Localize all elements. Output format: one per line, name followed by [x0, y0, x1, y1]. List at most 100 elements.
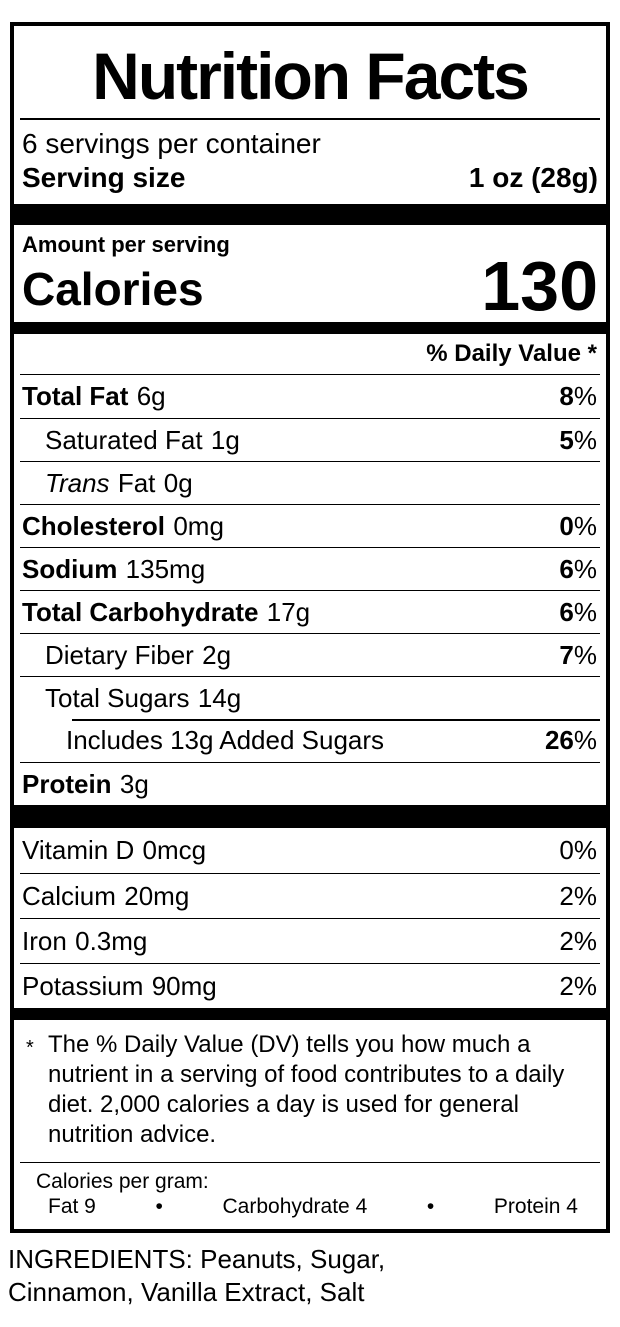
nutrient-name: Dietary Fiber	[45, 639, 194, 670]
calories-per-gram-fat: Fat 9	[48, 1195, 96, 1218]
ingredients-text: INGREDIENTS: Peanuts, Sugar, Cinnamon, V…	[8, 1244, 386, 1307]
nutrient-amount: 17g	[266, 596, 311, 627]
daily-value-number: 6	[559, 553, 574, 584]
daily-value-cell: 2%	[559, 881, 597, 912]
daily-value-cell: 0%	[559, 835, 597, 866]
daily-value-cell: 5%	[559, 425, 597, 456]
nutrient-amount: 2g	[202, 639, 232, 670]
nutrient-row-total-fat: Total Fat 6g 8%	[20, 375, 600, 418]
calories-per-gram-heading: Calories per gram:	[36, 1170, 209, 1193]
nutrient-name: Protein	[22, 768, 112, 799]
nutrient-name: Cholesterol	[22, 510, 166, 541]
daily-value-number: 7	[559, 639, 574, 670]
daily-value-cell: 0%	[559, 511, 597, 542]
bullet-separator: •	[155, 1195, 163, 1218]
nutrient-name: Sodium	[22, 553, 118, 584]
nutrient-amount: 0g	[163, 467, 193, 498]
daily-value-header: % Daily Value *	[20, 334, 600, 375]
nutrient-name: Total Fat	[22, 381, 129, 411]
daily-value-number: 2	[559, 970, 574, 1001]
nutrient-name: Calcium	[22, 880, 116, 911]
nutrient-name-cell: Saturated Fat 1g	[45, 425, 240, 456]
calories-per-gram-row: Fat 9 • Carbohydrate 4 • Protein 4	[20, 1194, 600, 1220]
nutrient-name-cell: Iron 0.3mg	[22, 926, 147, 957]
daily-value-cell: 26%	[545, 725, 597, 756]
nutrient-name: Fat	[117, 467, 156, 498]
nutrient-row-added-sugars: Includes 13g Added Sugars 26%	[20, 719, 600, 762]
nutrient-name-cell: Protein 3g	[22, 769, 149, 800]
nutrient-name-cell: Vitamin D 0mcg	[22, 835, 206, 866]
nutrient-amount: 90mg	[151, 970, 217, 1001]
title-divider	[20, 118, 600, 120]
percent-sign: %	[573, 639, 597, 670]
medium-divider-bar	[14, 322, 606, 334]
nutrient-name-cell: Total Fat 6g	[22, 381, 166, 412]
nutrient-row-saturated-fat: Saturated Fat 1g 5%	[20, 418, 600, 461]
nutrient-name-cell: Total Carbohydrate 17g	[22, 597, 310, 628]
daily-value-number: 2	[559, 925, 574, 956]
daily-value-number: 2	[559, 880, 574, 911]
nutrient-name-cell: Includes 13g Added Sugars	[66, 725, 384, 756]
daily-value-number: 0	[559, 835, 574, 865]
label-title: Nutrition Facts	[92, 39, 530, 113]
nutrient-name-cell: Dietary Fiber 2g	[45, 640, 231, 671]
thick-divider-bar	[14, 805, 606, 828]
nutrient-name-cell: Trans Fat 0g	[45, 468, 193, 499]
percent-sign: %	[573, 510, 597, 541]
nutrient-amount: 20mg	[124, 880, 190, 911]
amount-per-serving-label: Amount per serving	[22, 232, 230, 257]
percent-sign: %	[573, 725, 597, 755]
daily-value-cell: 7%	[559, 640, 597, 671]
footnote-asterisk: *	[26, 1037, 34, 1059]
nutrient-name: Includes 13g Added Sugars	[66, 725, 385, 755]
nutrient-name: Vitamin D	[22, 835, 135, 865]
nutrient-name-italic: Trans	[45, 467, 110, 498]
calories-per-gram-carbohydrate: Carbohydrate 4	[222, 1195, 368, 1218]
calories-per-gram-protein: Protein 4	[493, 1195, 578, 1218]
daily-value-number: 0	[559, 510, 574, 541]
nutrient-row-total-carbohydrate: Total Carbohydrate 17g 6%	[20, 590, 600, 633]
nutrient-row-cholesterol: Cholesterol 0mg 0%	[20, 504, 600, 547]
nutrient-amount: 3g	[119, 768, 149, 799]
serving-size-row: Serving size 1 oz (28g)	[20, 160, 600, 195]
nutrient-name: Saturated Fat	[45, 424, 203, 455]
nutrient-amount: 6g	[136, 381, 166, 411]
percent-sign: %	[573, 424, 597, 455]
servings-per-container: 6 servings per container	[22, 128, 321, 159]
daily-value-cell: 8%	[559, 381, 597, 412]
nutrient-amount: 0.3mg	[75, 925, 148, 956]
nutrient-name: Iron	[22, 925, 67, 956]
nutrient-name: Total Sugars	[45, 682, 190, 713]
serving-size-label: Serving size	[22, 162, 186, 193]
nutrient-amount: 14g	[197, 682, 242, 713]
nutrient-amount: 1g	[210, 424, 240, 455]
percent-sign: %	[573, 970, 597, 1001]
thick-divider-bar	[14, 204, 606, 225]
nutrient-amount: 135mg	[125, 553, 206, 584]
nutrient-name-cell: Potassium 90mg	[22, 971, 217, 1002]
medium-divider-bar	[14, 1008, 606, 1020]
daily-value-number: 5	[559, 424, 574, 455]
percent-sign: %	[573, 381, 597, 411]
nutrient-row-dietary-fiber: Dietary Fiber 2g 7%	[20, 633, 600, 676]
calories-per-gram-section: Calories per gram: Fat 9 • Carbohydrate …	[20, 1162, 600, 1229]
nutrient-name-cell: Cholesterol 0mg	[22, 511, 224, 542]
daily-value-number: 8	[559, 381, 574, 411]
daily-value-footnote: * The % Daily Value (DV) tells you how m…	[20, 1020, 600, 1162]
nutrient-row-total-sugars: Total Sugars 14g	[20, 676, 600, 719]
nutrient-row-trans-fat: Trans Fat 0g	[20, 461, 600, 504]
nutrient-name-cell: Sodium 135mg	[22, 554, 205, 585]
daily-value-cell: 6%	[559, 597, 597, 628]
percent-sign: %	[573, 835, 597, 865]
percent-sign: %	[573, 596, 597, 627]
nutrient-amount: 0mcg	[142, 835, 207, 865]
percent-sign: %	[573, 553, 597, 584]
micronutrient-row-calcium: Calcium 20mg 2%	[20, 873, 600, 918]
micronutrient-row-iron: Iron 0.3mg 2%	[20, 918, 600, 963]
nutrient-row-protein: Protein 3g	[20, 762, 600, 805]
calories-row: Calories 130	[20, 251, 600, 321]
serving-size-value: 1 oz (28g)	[468, 162, 598, 193]
nutrient-row-sodium: Sodium 135mg 6%	[20, 547, 600, 590]
bullet-separator: •	[426, 1195, 435, 1218]
nutrient-name-cell: Total Sugars 14g	[45, 683, 241, 714]
